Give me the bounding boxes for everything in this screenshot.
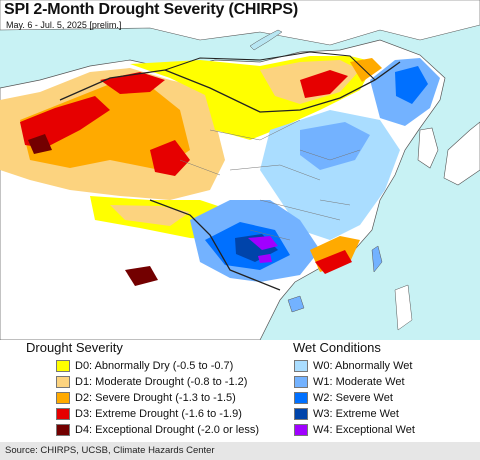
land-north: [0, 0, 480, 46]
legend-swatch-w2: [294, 391, 308, 404]
drought-legend-heading: Drought Severity: [26, 340, 123, 355]
wet-w4-south: [248, 236, 278, 250]
legend-swatch-w3: [294, 407, 308, 420]
lake-baikal: [249, 29, 283, 51]
land-taiwan: [371, 245, 383, 273]
legend-label-d3: D3: Extreme Drought (-1.6 to -1.9): [75, 407, 242, 420]
drought-d3-southcoast: [315, 250, 352, 274]
legend-item-w4: W4: Exceptional Wet: [294, 422, 415, 437]
legend-label-d2: D2: Severe Drought (-1.3 to -1.5): [75, 391, 236, 404]
legend-item-w1: W1: Moderate Wet: [294, 374, 405, 389]
wet-w2-northeast: [395, 66, 428, 104]
legend-item-w0: W0: Abnormally Wet: [294, 358, 412, 373]
page-title: SPI 2-Month Drought Severity (CHIRPS): [4, 1, 298, 18]
wet-legend-heading: Wet Conditions: [293, 340, 381, 355]
legend-swatch-d4: [56, 423, 70, 436]
legend-label-w4: W4: Exceptional Wet: [313, 423, 415, 436]
legend-swatch-d1: [56, 375, 70, 388]
footer-bar: Source: CHIRPS, UCSB, Climate Hazards Ce…: [0, 442, 480, 460]
legend-swatch-d2: [56, 391, 70, 404]
province-borders: [179, 119, 361, 241]
legend-swatch-w1: [294, 375, 308, 388]
legend-label-w3: W3: Extreme Wet: [313, 407, 399, 420]
drought-d4-west: [28, 134, 52, 154]
country-border-mongolia: [164, 51, 376, 81]
wet-w4-south-2: [258, 254, 272, 263]
land-philippines: [394, 284, 413, 331]
legend-label-d1: D1: Moderate Drought (-0.8 to -1.2): [75, 375, 248, 388]
drought-d1-tibet: [110, 205, 190, 226]
legend-swatch-d3: [56, 407, 70, 420]
source-credit: Source: CHIRPS, UCSB, Climate Hazards Ce…: [5, 445, 215, 456]
legend-swatch-w4: [294, 423, 308, 436]
land-japan: [443, 121, 480, 186]
page-subtitle: May. 6 - Jul. 5, 2025 [prelim.]: [6, 20, 122, 30]
wet-w1-east: [300, 122, 370, 170]
drought-d4-myanmar: [125, 266, 158, 286]
legend-item-w2: W2: Severe Wet: [294, 390, 393, 405]
legend-label-w0: W0: Abnormally Wet: [313, 359, 413, 372]
legend-label-d4: D4: Exceptional Drought (-2.0 or less): [75, 423, 260, 436]
legend-label-w2: W2: Severe Wet: [313, 391, 393, 404]
legend-label-w1: W1: Moderate Wet: [313, 375, 405, 388]
legend-item-d2: D2: Severe Drought (-1.3 to -1.5): [56, 390, 236, 405]
map-legend: Drought Severity Wet Conditions D0: Abno…: [0, 340, 480, 442]
legend-item-d0: D0: Abnormally Dry (-0.5 to -0.7): [56, 358, 233, 373]
legend-item-d4: D4: Exceptional Drought (-2.0 or less): [56, 422, 259, 437]
legend-item-w3: W3: Extreme Wet: [294, 406, 399, 421]
drought-d3-mid: [150, 140, 190, 176]
land-hainan: [287, 295, 305, 313]
drought-map: [0, 0, 480, 340]
drought-d2-west: [20, 84, 190, 170]
drought-d3-northeast: [300, 70, 348, 98]
legend-item-d1: D1: Moderate Drought (-0.8 to -1.2): [56, 374, 247, 389]
legend-item-d3: D3: Extreme Drought (-1.6 to -1.9): [56, 406, 242, 421]
land-korea: [417, 127, 439, 169]
legend-swatch-w0: [294, 359, 308, 372]
legend-label-d0: D0: Abnormally Dry (-0.5 to -0.7): [75, 359, 234, 372]
country-border-china: [59, 61, 401, 291]
legend-swatch-d0: [56, 359, 70, 372]
